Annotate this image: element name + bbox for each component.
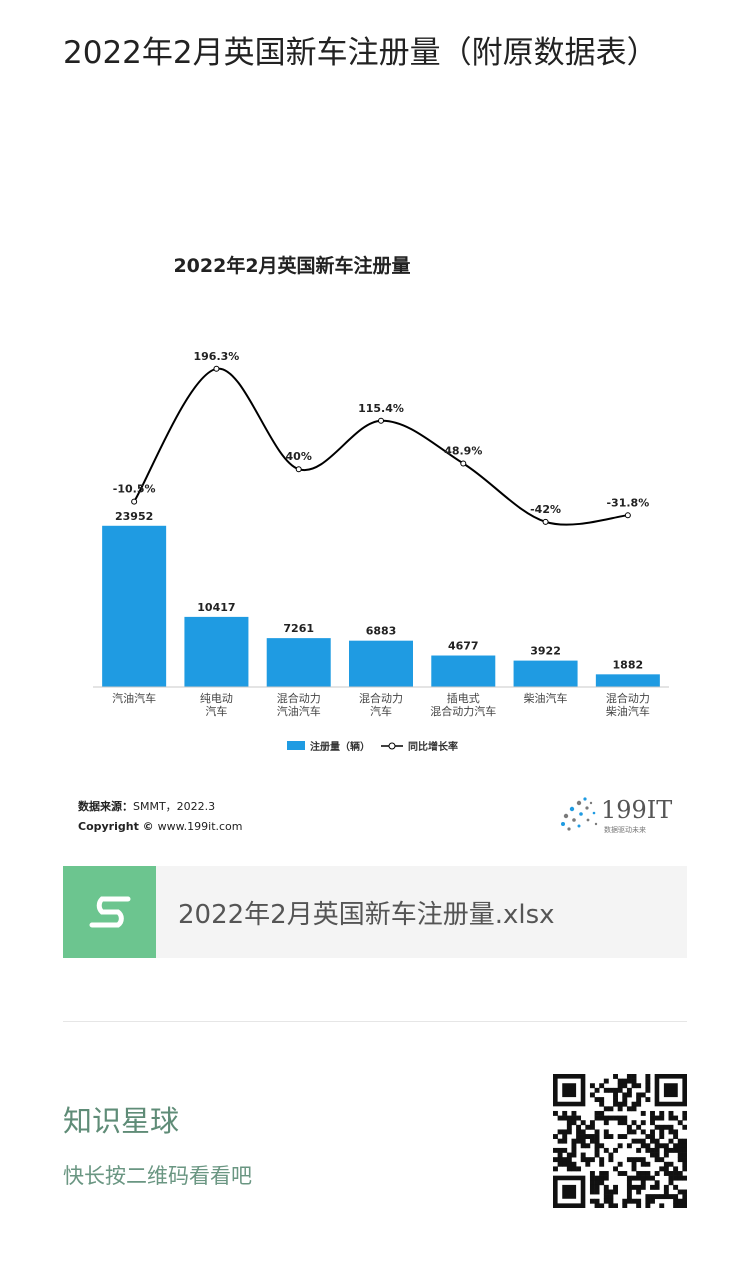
growth-point-1 [213, 365, 220, 372]
growth-point-5 [542, 518, 549, 525]
bar-value-label-4: 4677 [448, 640, 479, 653]
brand-tagline: 数据驱动未来 [604, 825, 646, 834]
copyright-text: www.199it.com [158, 820, 243, 833]
bar-6 [595, 674, 660, 687]
x-tick-label-6-1: 柴油汽车 [606, 704, 650, 718]
bar-4 [431, 655, 496, 687]
bar-value-label-0: 23952 [115, 510, 153, 523]
chart-title: 2022年2月英国新车注册量 [173, 254, 410, 277]
svg-text:Copyright ©www.199it.com: Copyright © www.199it.com [78, 820, 243, 833]
bar-value-label-2: 7261 [283, 622, 314, 635]
growth-point-4 [460, 460, 467, 467]
growth-point-0 [131, 498, 138, 505]
x-tick-label-2-0: 混合动力 [277, 691, 321, 705]
x-tick-label-4-1: 混合动力汽车 [430, 704, 496, 718]
attachment-card[interactable]: 2022年2月英国新车注册量.xlsx [63, 866, 687, 958]
legend-line-marker [388, 742, 396, 750]
growth-line-layer: -10.5% 196.3% 40% 115.4% 48.9% -42% -31.8% [113, 350, 649, 526]
brand-logo: 199IT 数据驱动未来 [561, 796, 672, 834]
legend-bar-label: 注册量（辆） [310, 740, 370, 753]
legend-line-label: 同比增长率 [408, 740, 458, 753]
brand-name: 199IT [601, 796, 672, 824]
growth-label-0: -10.5% [113, 483, 156, 496]
source-label: 数据来源： [78, 799, 133, 813]
bar-0 [102, 525, 167, 687]
growth-label-3: 115.4% [358, 402, 404, 415]
spreadsheet-s-icon [63, 866, 156, 958]
bar-value-label-5: 3922 [530, 645, 561, 658]
growth-label-6: -31.8% [606, 496, 649, 509]
x-tick-label-0-0: 汽油汽车 [112, 691, 156, 705]
brand-dots-icon [561, 797, 598, 831]
x-tick-label-3-0: 混合动力 [359, 691, 403, 705]
attachment-filename: 2022年2月英国新车注册量.xlsx [178, 899, 555, 930]
source-note: 数据来源：SMMT，2022.3 Copyright © www.199it.co… [78, 799, 243, 833]
article-title: 2022年2月英国新车注册量（附原数据表） [63, 35, 658, 71]
bar-3 [349, 640, 413, 687]
x-tick-label-4-0: 插电式 [447, 691, 480, 705]
x-tick-label-2-1: 汽油汽车 [277, 704, 321, 718]
bar-5 [513, 660, 578, 687]
growth-line [133, 367, 628, 526]
promo-subtitle: 快长按二维码看看吧 [63, 1164, 252, 1188]
x-tick-label-5-0: 柴油汽车 [524, 691, 568, 705]
x-tick-label-1-0: 纯电动 [200, 692, 233, 705]
growth-label-4: 48.9% [444, 444, 482, 457]
growth-point-3 [378, 417, 384, 424]
chart-svg: 2022年2月英国新车注册量 23952 10417 7261 6883 4677 392… [78, 254, 672, 834]
x-tick-label-3-1: 汽车 [370, 704, 392, 718]
bar-2 [266, 638, 331, 687]
bar-value-label-3: 6883 [366, 625, 397, 638]
promo-title: 知识星球 [63, 1104, 180, 1138]
legend: 注册量（辆） 同比增长率 [287, 740, 458, 753]
x-tick-label-1-1: 汽车 [205, 704, 227, 718]
bar-value-label-6: 1882 [613, 658, 644, 671]
growth-point-2 [295, 466, 302, 473]
divider [63, 1021, 687, 1022]
growth-point-6 [624, 512, 631, 519]
x-tick-label-6-0: 混合动力 [606, 691, 650, 705]
growth-label-5: -42% [530, 503, 561, 516]
growth-label-1: 196.3% [194, 350, 240, 363]
svg-text:数据来源：SMMT，2022.3: 数据来源：SMMT，2022.3 [78, 799, 215, 813]
copyright-label: Copyright © [78, 820, 154, 833]
chart-card: 2022年2月英国新车注册量 23952 10417 7261 6883 4677 392… [63, 232, 687, 847]
bar-value-label-1: 10417 [197, 601, 235, 614]
legend-bar-swatch [287, 741, 305, 750]
source-text: SMMT，2022.3 [133, 800, 215, 813]
bar-1 [184, 616, 249, 687]
qr-code-icon[interactable] [553, 1074, 687, 1208]
growth-label-2: 40% [286, 450, 312, 463]
bars-layer: 23952 10417 7261 6883 4677 3922 1882 [102, 510, 660, 687]
